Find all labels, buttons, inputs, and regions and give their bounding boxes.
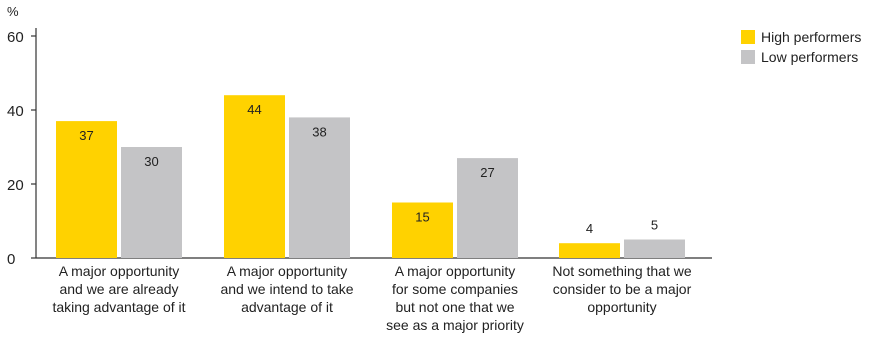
legend-item-high-performers: High performers xyxy=(741,27,861,47)
bars xyxy=(56,95,685,259)
bar-low-2 xyxy=(457,158,518,258)
legend-swatch-low xyxy=(741,50,755,64)
legend-item-low-performers: Low performers xyxy=(741,47,861,67)
y-axis: 0 20 40 60 xyxy=(7,28,37,268)
bar-value-label: 30 xyxy=(144,154,158,169)
bar-high-2 xyxy=(392,202,453,258)
y-tick-label: 20 xyxy=(7,177,24,194)
bar-low-3 xyxy=(624,239,685,258)
bar-high-0 xyxy=(56,121,117,258)
bar-value-label: 4 xyxy=(586,221,593,236)
y-tick-label: 60 xyxy=(7,29,24,46)
category-labels: A major opportunity and we are already tak… xyxy=(52,263,691,333)
legend-label-low: Low performers xyxy=(761,49,859,65)
bar-value-label: 44 xyxy=(247,102,261,117)
legend: High performers Low performers xyxy=(741,27,861,67)
bar-low-0 xyxy=(121,147,182,258)
bar-low-1 xyxy=(289,117,350,259)
bar-value-label: 27 xyxy=(480,165,494,180)
y-tick-label: 0 xyxy=(7,251,15,268)
category-label-3: Not something that we consider to be a ma… xyxy=(552,263,692,315)
bar-value-label: 15 xyxy=(415,210,429,225)
y-tick-label: 40 xyxy=(7,103,24,120)
bar-labels: 37 30 44 38 15 27 4 5 xyxy=(79,102,658,236)
bar-value-label: 38 xyxy=(312,124,326,139)
legend-label-high: High performers xyxy=(761,29,862,45)
category-label-2: A major opportunity for some companies but… xyxy=(386,263,524,333)
bar-value-label: 37 xyxy=(79,128,93,143)
bar-value-label: 5 xyxy=(651,218,658,233)
bar-high-3 xyxy=(559,243,620,258)
y-axis-unit-label: % xyxy=(7,4,19,19)
category-label-0: A major opportunity and we are already tak… xyxy=(52,263,185,315)
legend-swatch-high xyxy=(741,30,755,44)
bar-high-1 xyxy=(224,95,285,258)
category-label-1: A major opportunity and we intend to take… xyxy=(220,263,353,315)
